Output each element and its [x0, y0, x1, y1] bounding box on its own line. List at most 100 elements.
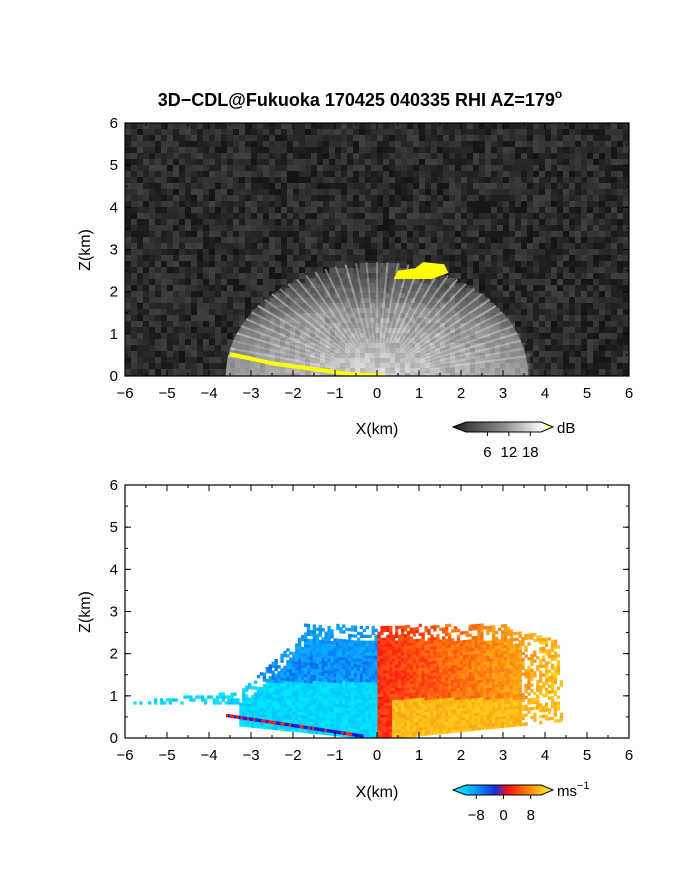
- cloud-speckle: [255, 343, 260, 348]
- noise-cell: [437, 147, 443, 153]
- noise-cell: [251, 207, 257, 213]
- noise-cell: [593, 225, 599, 231]
- noise-cell: [419, 159, 425, 165]
- noise-cell: [611, 159, 617, 165]
- noise-cell: [221, 177, 227, 183]
- cloud-speckle: [350, 348, 355, 353]
- noise-cell: [539, 201, 545, 207]
- noise-cell: [149, 303, 155, 309]
- noise-cell: [611, 363, 617, 369]
- cloud-speckle: [435, 278, 440, 283]
- noise-cell: [173, 237, 179, 243]
- noise-cell: [407, 135, 413, 141]
- noise-cell: [563, 351, 569, 357]
- cloud-speckle: [415, 353, 420, 358]
- cloud-speckle: [435, 288, 440, 293]
- noise-cell: [287, 183, 293, 189]
- cloud-speckle: [295, 298, 300, 303]
- cloud-speckle: [470, 368, 475, 373]
- velocity-pixel: [242, 724, 245, 727]
- noise-cell: [509, 309, 515, 315]
- noise-cell: [179, 279, 185, 285]
- noise-cell: [215, 183, 221, 189]
- noise-cell: [611, 261, 617, 267]
- noise-cell: [539, 129, 545, 135]
- cloud-speckle: [345, 313, 350, 318]
- noise-cell: [371, 183, 377, 189]
- noise-cell: [497, 189, 503, 195]
- noise-cell: [239, 219, 245, 225]
- noise-cell: [569, 129, 575, 135]
- noise-cell: [329, 219, 335, 225]
- noise-cell: [509, 279, 515, 285]
- cloud-speckle: [465, 293, 470, 298]
- noise-cell: [491, 183, 497, 189]
- noise-cell: [227, 333, 233, 339]
- noise-cell: [233, 177, 239, 183]
- cloud-speckle: [460, 303, 465, 308]
- noise-cell: [515, 189, 521, 195]
- cloud-speckle: [480, 303, 485, 308]
- cloud-speckle: [275, 303, 280, 308]
- cloud-speckle: [260, 318, 265, 323]
- noise-cell: [599, 141, 605, 147]
- noise-cell: [173, 285, 179, 291]
- velocity-pixel: [219, 695, 222, 698]
- noise-cell: [191, 303, 197, 309]
- cloud-speckle: [235, 358, 240, 363]
- noise-cell: [461, 171, 467, 177]
- noise-cell: [593, 297, 599, 303]
- noise-cell: [611, 153, 617, 159]
- noise-cell: [365, 243, 371, 249]
- noise-cell: [497, 261, 503, 267]
- noise-cell: [407, 141, 413, 147]
- noise-cell: [251, 285, 257, 291]
- noise-cell: [287, 261, 293, 267]
- noise-cell: [389, 213, 395, 219]
- noise-cell: [143, 285, 149, 291]
- noise-cell: [479, 255, 485, 261]
- cloud-speckle: [305, 348, 310, 353]
- noise-cell: [389, 207, 395, 213]
- noise-cell: [179, 333, 185, 339]
- noise-cell: [299, 267, 305, 273]
- cloud-speckle: [380, 333, 385, 338]
- cloud-speckle: [375, 303, 380, 308]
- noise-cell: [407, 153, 413, 159]
- noise-cell: [593, 231, 599, 237]
- noise-cell: [353, 237, 359, 243]
- noise-cell: [149, 135, 155, 141]
- cloud-speckle: [455, 368, 460, 373]
- cloud-speckle: [500, 363, 505, 368]
- noise-cell: [581, 255, 587, 261]
- noise-cell: [593, 141, 599, 147]
- noise-cell: [281, 237, 287, 243]
- noise-cell: [161, 195, 167, 201]
- noise-cell: [593, 357, 599, 363]
- noise-cell: [221, 249, 227, 255]
- noise-cell: [311, 219, 317, 225]
- cloud-speckle: [295, 293, 300, 298]
- noise-cell: [461, 195, 467, 201]
- noise-cell: [293, 135, 299, 141]
- velocity-pixel: [251, 725, 254, 728]
- noise-cell: [407, 237, 413, 243]
- cloud-speckle: [345, 328, 350, 333]
- noise-cell: [443, 147, 449, 153]
- noise-cell: [215, 243, 221, 249]
- noise-cell: [287, 255, 293, 261]
- cloud-speckle: [315, 348, 320, 353]
- cloud-speckle: [395, 298, 400, 303]
- velocity-pixel: [242, 712, 245, 715]
- noise-cell: [149, 177, 155, 183]
- cloud-speckle: [340, 338, 345, 343]
- cloud-speckle: [240, 368, 245, 373]
- noise-cell: [527, 321, 533, 327]
- cloud-speckle: [440, 313, 445, 318]
- noise-cell: [191, 189, 197, 195]
- cloud-speckle: [390, 363, 395, 368]
- noise-cell: [185, 231, 191, 237]
- cloud-speckle: [315, 363, 320, 368]
- noise-cell: [209, 237, 215, 243]
- noise-cell: [569, 255, 575, 261]
